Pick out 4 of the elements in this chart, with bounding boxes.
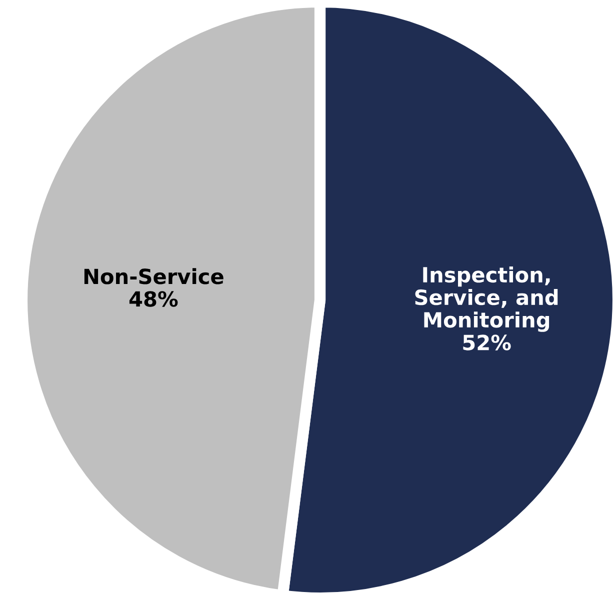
data-label: 52% [463, 334, 511, 350]
slice-label: Non-Service [84, 268, 224, 284]
data-label: 48% [129, 291, 178, 307]
slice-label: Inspection, Service, and Monitoring [415, 266, 558, 332]
